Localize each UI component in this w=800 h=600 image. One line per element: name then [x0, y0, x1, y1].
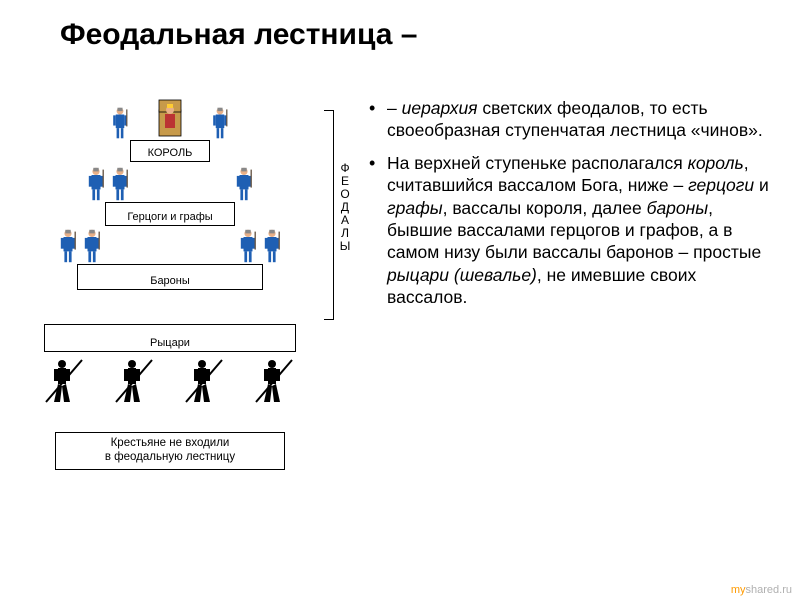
- knight-figure: [85, 166, 107, 202]
- feudal-pyramid: ФЕОДАЛЫ КОРОЛЬ Герцоги и графы: [20, 72, 320, 502]
- tier-2: Бароны: [77, 264, 263, 290]
- watermark: myshared.ru: [731, 584, 792, 596]
- silhouette-figure: [40, 356, 90, 411]
- tier-1: Герцоги и графы: [105, 202, 235, 226]
- tier-figures: [57, 228, 283, 264]
- knight-figure: [233, 166, 255, 202]
- bullet-list: – иерархия светских феодалов, то есть св…: [365, 72, 780, 502]
- tier-label: Рыцари: [45, 337, 295, 349]
- silhouette-figure: [110, 356, 160, 411]
- page-title: Феодальная лестница –: [0, 0, 800, 52]
- bullet-item: На верхней ступеньке располагался король…: [365, 152, 770, 309]
- knight-figure: [57, 228, 79, 264]
- peasant-caption: Крестьяне не входилив феодальную лестниц…: [55, 432, 285, 470]
- knight-figure: [81, 228, 103, 264]
- tier-label: Герцоги и графы: [106, 211, 234, 223]
- watermark-rest: shared.ru: [746, 584, 792, 596]
- diagram-column: ФЕОДАЛЫ КОРОЛЬ Герцоги и графы: [20, 72, 350, 502]
- silhouette-row: [30, 356, 310, 411]
- tier-label: КОРОЛЬ: [131, 147, 209, 159]
- bracket: [324, 110, 334, 320]
- tier-figures: [85, 166, 255, 202]
- guard-figure: [109, 106, 131, 145]
- knight-figure: [237, 228, 259, 264]
- content-row: ФЕОДАЛЫ КОРОЛЬ Герцоги и графы: [0, 52, 800, 502]
- knight-figure: [261, 228, 283, 264]
- guard-figure: [209, 106, 231, 145]
- watermark-accent: my: [731, 584, 746, 596]
- knight-figure: [109, 166, 131, 202]
- silhouette-figure: [250, 356, 300, 411]
- tier-label: Бароны: [78, 275, 262, 287]
- bracket-label: ФЕОДАЛЫ: [338, 162, 352, 253]
- king-throne: [153, 96, 187, 145]
- bullet-item: – иерархия светских феодалов, то есть св…: [365, 97, 770, 142]
- tier-3: Рыцари: [44, 324, 296, 352]
- silhouette-figure: [180, 356, 230, 411]
